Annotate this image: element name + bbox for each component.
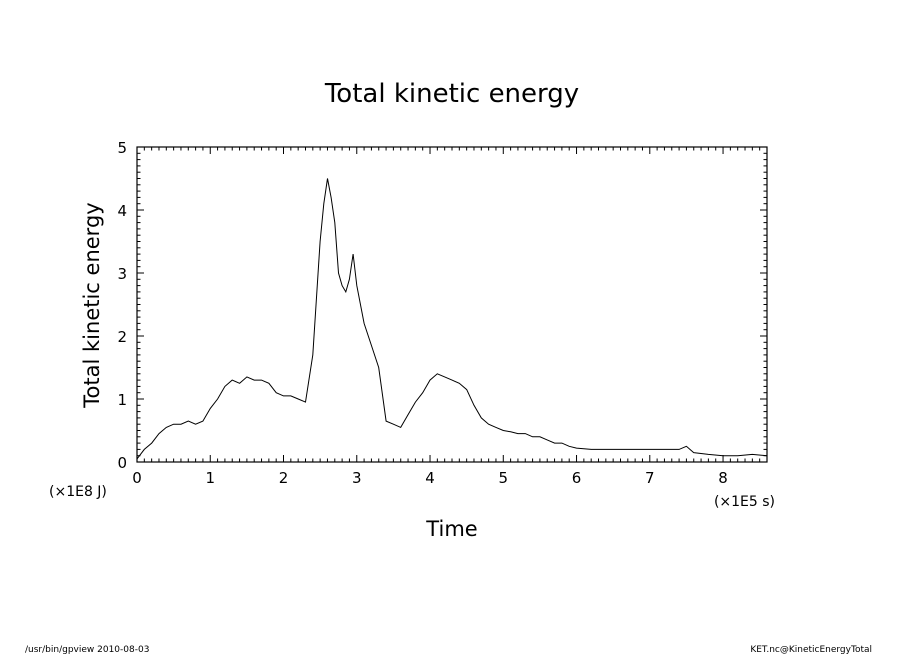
y-tick-label: 0 [117,454,127,472]
x-multiplier-label: (×1E5 s) [714,494,775,510]
axis-tick-labels: 0 1 2 3 4 5 6 7 8 0 1 2 3 4 5 [117,139,727,487]
footer-right-text: KET.nc@KineticEnergyTotal [750,645,872,654]
y-axis-label: Total kinetic energy [80,202,104,408]
x-tick-label: 7 [645,469,655,487]
footer-left-text: /usr/bin/gpview 2010-08-03 [25,645,149,654]
x-tick-label: 5 [499,469,509,487]
y-multiplier-label: (×1E8 J) [49,484,107,500]
y-tick-label: 5 [117,139,127,157]
y-tick-label: 4 [117,202,127,220]
y-tick-label: 1 [117,391,127,409]
x-tick-label: 1 [205,469,215,487]
series-line [136,178,768,460]
x-tick-label: 8 [718,469,728,487]
plot-frame [136,146,768,463]
x-tick-label: 3 [352,469,362,487]
y-tick-label: 3 [117,265,127,283]
chart-title: Total kinetic energy [324,79,579,109]
x-tick-label: 6 [572,469,582,487]
y-tick-label: 2 [117,328,127,346]
x-axis-label: Time [425,517,477,541]
x-tick-label: 0 [132,469,142,487]
axis-ticks [136,146,768,463]
x-tick-label: 2 [279,469,289,487]
x-tick-label: 4 [425,469,435,487]
